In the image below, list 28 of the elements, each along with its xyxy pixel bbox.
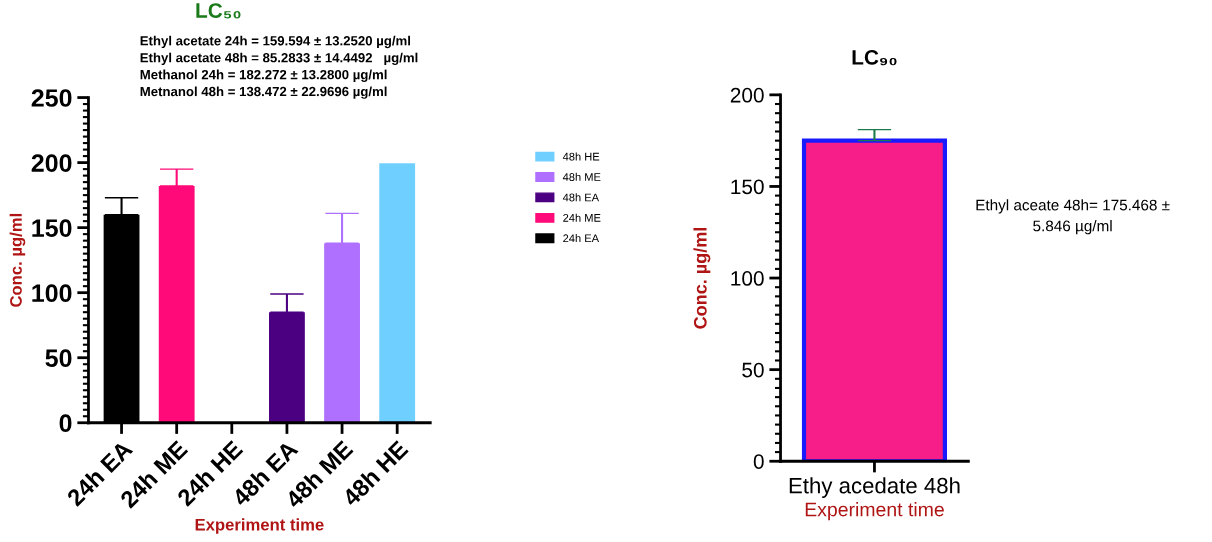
y-tick-label: 100 <box>32 284 72 302</box>
y-tick-label: 150 <box>731 179 764 195</box>
x-tick-label: Ethy acedate 48h <box>789 477 960 498</box>
legend-label: 48h ME <box>562 172 601 181</box>
y-tick-label: 0 <box>753 454 764 469</box>
y-axis-title: Conc. µg/ml <box>9 213 26 307</box>
legend-label: 24h ME <box>563 213 601 222</box>
y-tick-label: 50 <box>45 349 72 368</box>
text: Methanol 24h = 182.272 ± 13.2800 µg/ml <box>140 69 387 82</box>
x-axis-title: Experiment time <box>805 502 944 521</box>
y-tick-label: 250 <box>31 89 72 107</box>
chart-title: LC₉₀ <box>852 49 897 66</box>
legend-label: 48h EA <box>562 193 600 202</box>
y-tick-label: 50 <box>742 362 764 378</box>
legend-label: 48h HE <box>562 152 600 161</box>
annotation: Metnanol 48h = 138.472 ± 22.9696 µg/ml <box>140 86 387 99</box>
legend-label: 24h EA <box>563 234 600 243</box>
x-axis-title: Experiment time <box>195 518 324 534</box>
y-tick-label: 0 <box>59 414 72 433</box>
text: Ethyl aceate 48h= 175.468 ± 5.846 µg/ml <box>976 199 1170 235</box>
y-tick-label: 200 <box>31 154 72 172</box>
chart-title: LC₅₀ <box>196 3 241 19</box>
y-tick-label: 150 <box>32 219 72 237</box>
y-tick-label: 200 <box>730 87 764 103</box>
y-axis-title: Conc. µg/ml <box>693 227 711 329</box>
y-tick-label: 100 <box>731 271 764 286</box>
text: Ethyl acetate 24h = 159.594 ± 13.2520 µg/ml <box>140 35 410 49</box>
text: Ethyl acetate 48h = 85.2833 ± 14.4492 µg/ml <box>140 52 418 66</box>
